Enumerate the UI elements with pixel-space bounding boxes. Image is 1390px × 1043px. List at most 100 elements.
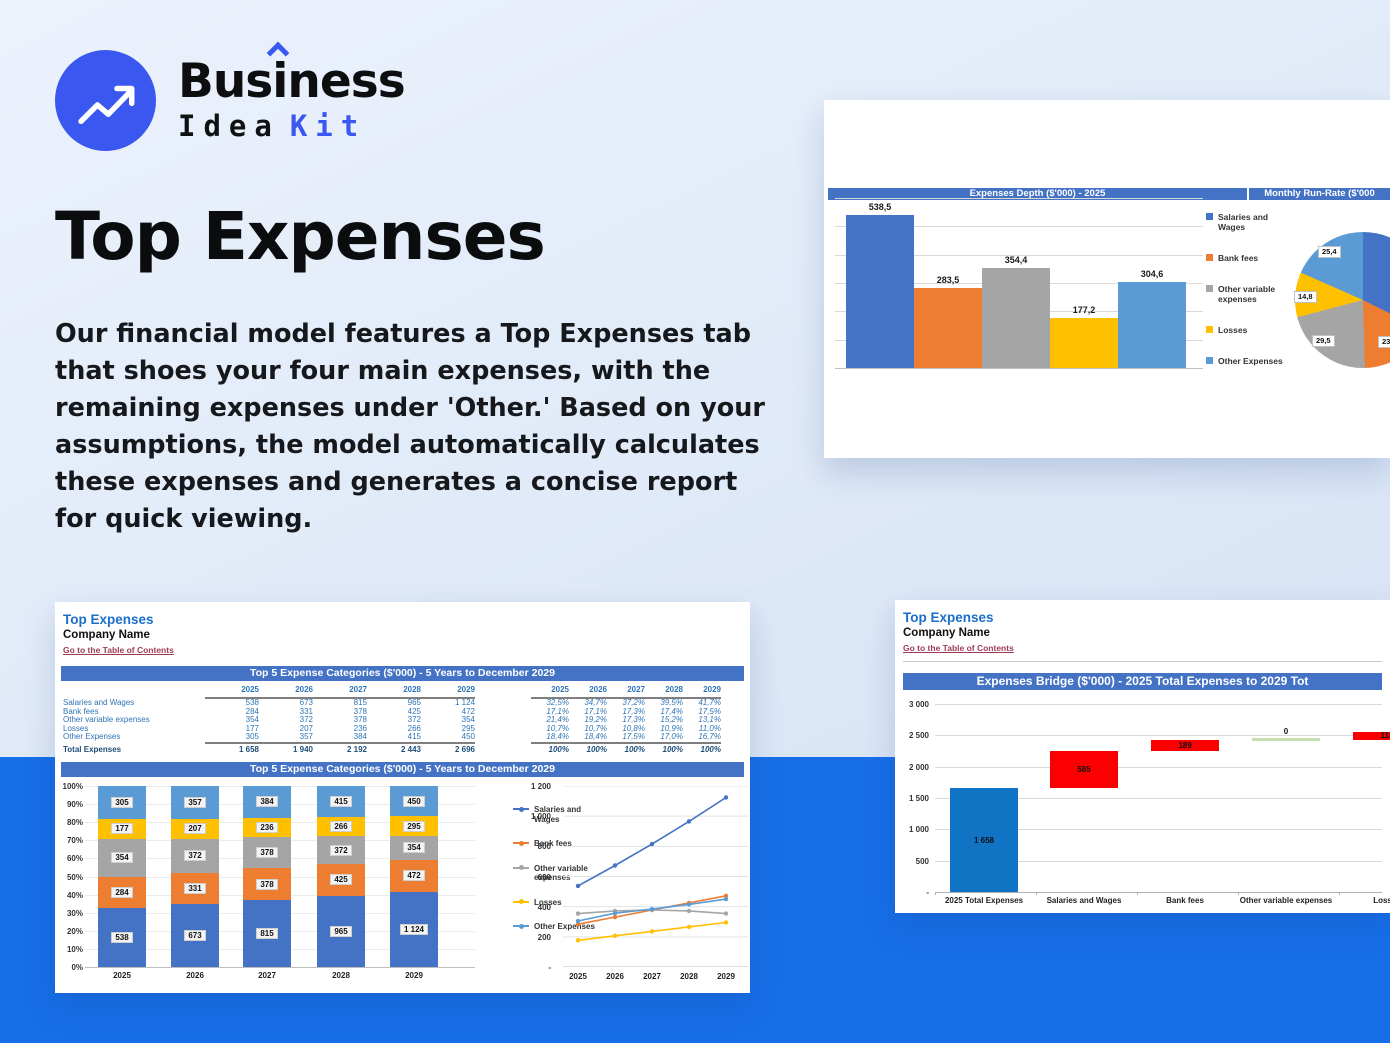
legend-label: Losses [534,897,562,907]
y-tick-label: 100% [62,782,83,791]
line-chart-y-axis: 1 200 1 000 800 600 400 200 - [517,782,553,972]
bar-value-label: 354,4 [1004,254,1028,265]
data-point [649,841,655,847]
x-tick-label: 2026 [186,971,204,980]
line-series-0 [577,796,727,887]
y-tick-label: 500 [915,856,929,866]
cell: 266 [407,723,421,733]
data-point [723,893,729,898]
gridline [935,704,1382,705]
cell: 815 [353,698,367,707]
legend-item: Losses [1206,325,1290,335]
cell: 2 443 [400,744,421,754]
bar-value-label: 283,5 [936,274,960,285]
logo-word-idea-kit: Idea Kit [178,109,405,143]
cell: 1 658 [238,744,259,754]
segment: 295 [390,816,438,837]
segment-value-label: 450 [403,795,425,807]
legend-item: Other variable expenses [513,864,605,883]
segment-value-label: 354 [403,842,425,854]
cell: 17,5% [698,706,721,716]
cell: 21,4% [546,715,569,725]
pie-data-label: 29,5 [1312,335,1335,347]
chart-legend: Salaries and Wages Bank fees Other variabl… [513,805,605,932]
logo-text-i: i [272,54,288,109]
stacked-bar-2028: 965 425 372 266 415 [317,786,365,967]
top5-expense-sheet: Top Expenses Company Name Go to the Tabl… [55,602,750,993]
cell: 354 [461,715,475,725]
gridline [835,254,1203,256]
table-header-row: 2025 2026 2027 2028 2029 2025 2026 2027 2028 2029 [63,685,735,699]
waterfall-y-axis: 3 000 2 500 2 000 1 500 1 000 500 - [897,600,929,913]
legend-label: Losses [1218,325,1248,335]
chart-header-row: Expenses Depth ($'000) - 2025 Monthly Ru… [828,188,1390,200]
legend-label: Other variable expenses [1218,284,1276,304]
x-tick-label: 2029 [717,972,735,981]
cell: 16,7% [698,732,721,742]
pie-data-label: 23,7 [1378,336,1390,348]
segment: 965 [317,895,365,967]
cell: 425 [407,706,421,716]
legend-swatch [1206,326,1213,333]
table-of-contents-link[interactable]: Go to the Table of Contents [903,643,1014,653]
cell: 10,7% [584,723,607,733]
year-percents: 32,5% 34,7% 37,2% 39,5% 41,7% [531,698,721,708]
bar-group-1: 283,5 [914,198,982,368]
waterfall-bar-1: 585 [1050,751,1118,789]
divider [903,661,1382,662]
bar-value-label: 0 [1283,726,1289,736]
bar-group-3: 177,2 [1050,198,1118,368]
segment-value-label: 207 [184,823,206,835]
segment: 177 [98,819,146,839]
legend-item: Salaries and Wages [513,805,605,824]
gridline [835,198,1203,199]
cell: 236 [353,723,367,733]
bar-value-label: 304,6 [1140,268,1164,279]
cell: 295 [461,723,475,733]
year-values: 1 658 1 940 2 192 2 443 2 696 [205,741,475,755]
cell: 415 [407,732,421,742]
cell: 17,5% [622,732,645,742]
cell: 372 [299,715,313,725]
row-label: Bank fees [63,706,99,716]
cell: 11,0% [698,723,721,733]
cell: 472 [461,706,475,716]
cell: 10,9% [660,723,683,733]
logo-text-kit: Kit [289,109,367,143]
logo-wordmark: Business Idea Kit [178,58,406,143]
y-tick-label: 20% [66,926,83,936]
sheet-title: Top Expenses [63,612,154,627]
gridline [85,967,475,968]
table-section-header: Top 5 Expense Categories ($'000) - 5 Yea… [61,666,744,681]
segment-value-label: 357 [184,797,206,809]
data-point [575,911,581,916]
legend-item: Salaries and Wages [1206,212,1290,232]
data-point [575,922,581,927]
table-of-contents-link[interactable]: Go to the Table of Contents [63,645,174,655]
cell: 32,5% [546,698,569,707]
year-percents: 17,1% 17,1% 17,3% 17,4% 17,5% [531,706,721,717]
y-tick-label: 1 500 [908,794,929,803]
y-tick-label: - [926,888,929,897]
gridline [935,860,1382,862]
segment: 538 [98,908,146,967]
axis-tick [1338,892,1340,895]
cell: 331 [299,706,313,716]
segment: 305 [98,786,146,820]
row-label: Total Expenses [63,744,122,754]
legend-swatch [1206,213,1213,220]
data-point [649,929,655,934]
cell: 965 [407,698,421,707]
year-percents: 10,7% 10,7% 10,8% 10,9% 11,0% [531,723,721,734]
segment-value-label: 384 [256,796,278,808]
cell: 1 124 [454,698,475,707]
y-tick-label: 2 500 [908,731,929,741]
y-tick-label: 1 000 [908,825,929,835]
segment-value-label: 425 [330,874,352,886]
cell: 354 [245,715,259,725]
axis-tick [935,892,936,895]
x-tick-label: 2026 [606,972,624,981]
segment-value-label: 472 [403,870,425,882]
y-tick-label: 10% [66,944,83,954]
axis-line [835,368,1203,369]
